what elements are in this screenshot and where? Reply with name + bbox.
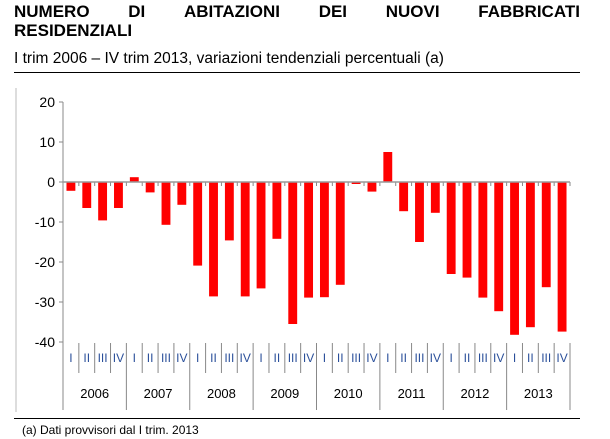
quarter-label: IV (556, 351, 567, 365)
quarter-label: II (464, 351, 471, 365)
bar (82, 182, 92, 208)
quarter-label: I (196, 351, 199, 365)
bar (193, 182, 203, 266)
bar (98, 182, 108, 221)
bar (351, 182, 361, 184)
quarter-label: III (351, 351, 361, 365)
quarter-label: III (288, 351, 298, 365)
year-label: 2009 (270, 386, 299, 401)
quarter-label: IV (430, 351, 441, 365)
bar (430, 182, 440, 213)
y-tick-label: 0 (47, 174, 55, 190)
bar (209, 182, 218, 297)
quarter-label: III (541, 351, 551, 365)
bar (335, 182, 345, 285)
bar (510, 182, 519, 335)
bar (161, 182, 171, 225)
y-tick-label: -20 (35, 254, 55, 270)
year-label: 2013 (524, 386, 553, 401)
bar (462, 182, 472, 278)
quarter-label: IV (366, 351, 377, 365)
bar (66, 182, 76, 191)
quarter-label: I (259, 351, 262, 365)
year-label: 2011 (398, 386, 426, 401)
quarter-label: IV (493, 351, 504, 365)
bar (415, 182, 424, 242)
bar (145, 182, 155, 193)
bar (129, 177, 139, 182)
bar (399, 182, 409, 212)
bar (114, 182, 123, 208)
bar (256, 182, 266, 289)
year-label: 2008 (207, 386, 236, 401)
bar (272, 182, 282, 239)
quarter-label: I (133, 351, 136, 365)
title-word: FABBRICATI (478, 2, 580, 21)
quarter-label: IV (240, 351, 251, 365)
bar (494, 182, 504, 312)
quarter-label: II (210, 351, 217, 365)
year-label: 2010 (334, 386, 363, 401)
quarter-label: III (98, 351, 108, 365)
quarter-label: IV (113, 351, 124, 365)
y-tick-label: -40 (35, 334, 55, 350)
title-line-2: RESIDENZIALI (14, 21, 133, 40)
quarter-label: II (400, 351, 407, 365)
bar (367, 182, 377, 192)
bar (240, 182, 250, 297)
title-word: NUMERO (14, 2, 90, 21)
bar (304, 182, 314, 298)
title-word: DEI (318, 2, 348, 21)
bar (383, 152, 393, 182)
quarter-label: II (527, 351, 534, 365)
year-label: 2007 (144, 386, 173, 401)
divider (14, 72, 580, 73)
quarter-label: I (450, 351, 453, 365)
title-word: NUOVI (385, 2, 440, 21)
bar (525, 182, 535, 328)
quarter-label: III (161, 351, 171, 365)
bar (557, 182, 567, 332)
quarter-label: I (513, 351, 516, 365)
year-label: 2012 (460, 386, 489, 401)
bar (446, 182, 456, 274)
year-label: 2006 (80, 386, 109, 401)
quarter-label: III (224, 351, 234, 365)
quarter-label: II (337, 351, 344, 365)
chart-title: NUMERO DI ABITAZIONI DEI NUOVI FABBRICATI RES… (14, 2, 580, 40)
bar (319, 182, 329, 298)
quarter-label: III (478, 351, 488, 365)
quarter-label: II (274, 351, 281, 365)
quarter-label: I (386, 351, 389, 365)
bar (224, 182, 234, 241)
y-tick-label: 20 (39, 94, 55, 110)
chart-subtitle: I trim 2006 – IV trim 2013, variazioni t… (14, 50, 444, 67)
bar (478, 182, 488, 298)
y-tick-label: -10 (35, 214, 55, 230)
footnote: (a) Dati provvisori dal I trim. 2013 (22, 423, 199, 437)
bar (288, 182, 298, 324)
y-tick-label: -30 (35, 294, 55, 310)
bar (541, 182, 551, 288)
quarter-label: II (147, 351, 154, 365)
quarter-label: II (83, 351, 90, 365)
title-word: DI (128, 2, 146, 21)
bar (177, 182, 187, 205)
title-word: ABITAZIONI (183, 2, 280, 21)
divider (14, 418, 580, 419)
quarter-label: I (323, 351, 326, 365)
quarter-label: III (414, 351, 424, 365)
quarter-label: IV (176, 351, 187, 365)
y-tick-label: 10 (39, 134, 55, 150)
quarter-label: IV (303, 351, 314, 365)
quarter-label: I (69, 351, 72, 365)
